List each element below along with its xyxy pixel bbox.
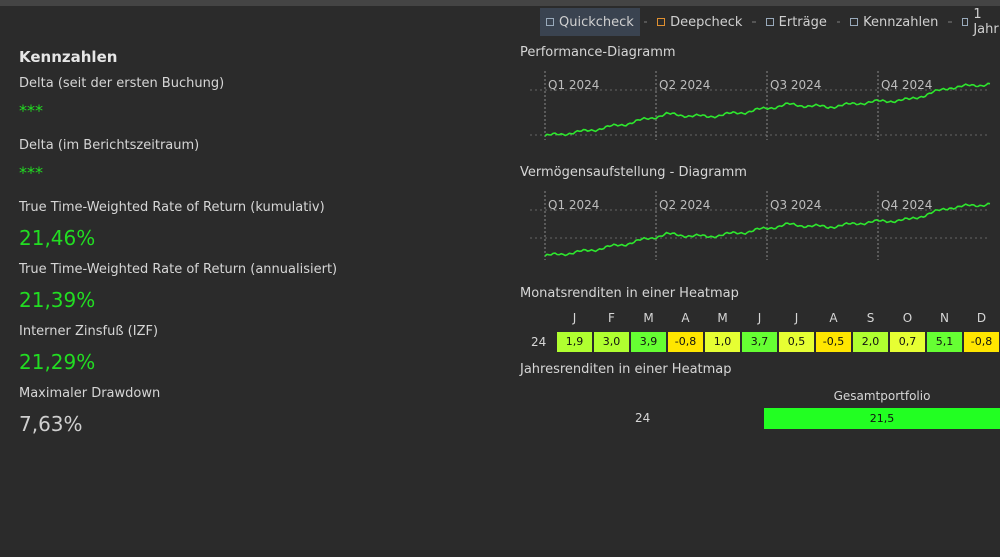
quarter-label: Q1 2024 [548, 198, 599, 212]
quickcheck-icon [546, 18, 554, 26]
metric-label-delta-total: Delta (seit der ersten Buchung) [19, 76, 225, 91]
quarter-label: Q3 2024 [770, 78, 821, 92]
quarter-label: Q2 2024 [659, 198, 710, 212]
tab-quickcheck[interactable]: Quickcheck [540, 8, 640, 36]
month-header: J [757, 311, 762, 325]
quarter-label: Q3 2024 [770, 198, 821, 212]
heatmap-cell[interactable]: 3,0 [594, 332, 629, 352]
performance-chart-title: Performance-Diagramm [520, 45, 676, 60]
kennzahlen-icon [850, 18, 859, 26]
yearly-heatmap-title: Jahresrenditen in einer Heatmap [520, 362, 732, 377]
metric-value-delta-period: *** [19, 163, 43, 182]
metric-label-izf: Interner Zinsfuß (IZF) [19, 324, 159, 339]
kennzahlen-title: Kennzahlen [19, 48, 118, 66]
monthly-heatmap-row: 1,9 3,0 3,9 -0,8 1,0 3,7 0,5 -0,5 2,0 0,… [557, 332, 1000, 352]
performance-series-line [544, 82, 991, 137]
heatmap-cell[interactable]: 1,0 [705, 332, 740, 352]
quarter-label: Q1 2024 [548, 78, 599, 92]
kennzahlen-panel: Kennzahlen Delta (seit der ersten Buchun… [19, 48, 499, 448]
ertraege-icon [765, 18, 774, 26]
tab-kennzahlen[interactable]: Kennzahlen [844, 8, 944, 36]
calendar-icon [961, 18, 969, 26]
tab-kennzahlen-label: Kennzahlen [863, 14, 939, 30]
heatmap-cell[interactable]: 0,5 [779, 332, 814, 352]
tab-ertraege-label: Erträge [778, 14, 827, 30]
month-header: M [717, 311, 728, 325]
month-header: A [829, 311, 838, 325]
metric-label-delta-period: Delta (im Berichtszeitraum) [19, 138, 200, 153]
heatmap-cell[interactable]: 0,7 [890, 332, 925, 352]
period-1-jahr[interactable]: 1 Jahr [956, 7, 1000, 37]
monthly-heatmap-header: J F M A M J J A S O N D [556, 311, 1000, 325]
month-header: A [681, 311, 690, 325]
heatmap-cell[interactable]: -0,5 [816, 332, 851, 352]
month-header: O [902, 311, 913, 325]
vermoegen-chart-title: Vermögensaufstellung - Diagramm [520, 165, 747, 180]
yearly-heatmap-column: Gesamtportfolio [833, 389, 931, 403]
top-bar [0, 0, 1000, 6]
tab-deepcheck-label: Deepcheck [670, 14, 743, 30]
heatmap-cell[interactable]: -0,8 [964, 332, 999, 352]
metric-label-ttwror-cum: True Time-Weighted Rate of Return (kumul… [19, 200, 325, 215]
tab-ertraege[interactable]: Erträge [760, 8, 833, 36]
heatmap-cell[interactable]: -0,8 [668, 332, 703, 352]
yearly-heatmap-year: 24 [635, 411, 651, 425]
month-header: S [866, 311, 875, 325]
vermoegen-series-line [544, 202, 991, 257]
heatmap-cell[interactable]: 3,7 [742, 332, 777, 352]
period-label: 1 Jahr [973, 7, 999, 37]
vermoegen-chart[interactable]: Q1 2024 Q2 2024 Q3 2024 Q4 2024 [530, 186, 1000, 266]
metric-label-ttwror-ann: True Time-Weighted Rate of Return (annua… [19, 262, 338, 277]
toolbar-separator [948, 21, 952, 23]
heatmap-cell[interactable]: 2,0 [853, 332, 888, 352]
toolbar: Quickcheck Deepcheck Erträge Kennzahlen … [540, 7, 1000, 37]
tab-quickcheck-label: Quickcheck [559, 14, 634, 30]
month-header: N [940, 311, 949, 325]
month-header: M [643, 311, 654, 325]
metric-value-delta-total: *** [19, 101, 43, 120]
tab-deepcheck[interactable]: Deepcheck [651, 8, 748, 36]
heatmap-cell[interactable]: 5,1 [927, 332, 962, 352]
month-header: J [794, 311, 799, 325]
monthly-heatmap-title: Monatsrenditen in einer Heatmap [520, 286, 739, 301]
monthly-heatmap-year: 24 [531, 335, 547, 349]
metric-value-max-drawdown: 7,63% [19, 412, 83, 436]
toolbar-separator [836, 21, 841, 23]
performance-chart[interactable]: Q1 2024 Q2 2024 Q3 2024 Q4 2024 [530, 66, 1000, 146]
metric-value-ttwror-ann: 21,39% [19, 288, 96, 312]
heatmap-cell[interactable]: 1,9 [557, 332, 592, 352]
deepcheck-icon [657, 18, 666, 26]
quarter-label: Q2 2024 [659, 78, 710, 92]
month-header: D [976, 311, 987, 325]
quarter-label: Q4 2024 [881, 78, 932, 92]
metric-label-max-drawdown: Maximaler Drawdown [19, 386, 161, 401]
month-header: J [572, 311, 577, 325]
month-header: F [608, 311, 615, 325]
heatmap-cell[interactable]: 3,9 [631, 332, 666, 352]
metric-value-izf: 21,29% [19, 350, 96, 374]
yearly-heatmap-cell[interactable]: 21,5 [764, 408, 1000, 429]
metric-value-ttwror-cum: 21,46% [19, 226, 96, 250]
toolbar-separator [752, 21, 756, 23]
quarter-label: Q4 2024 [881, 198, 932, 212]
toolbar-separator [643, 21, 648, 23]
